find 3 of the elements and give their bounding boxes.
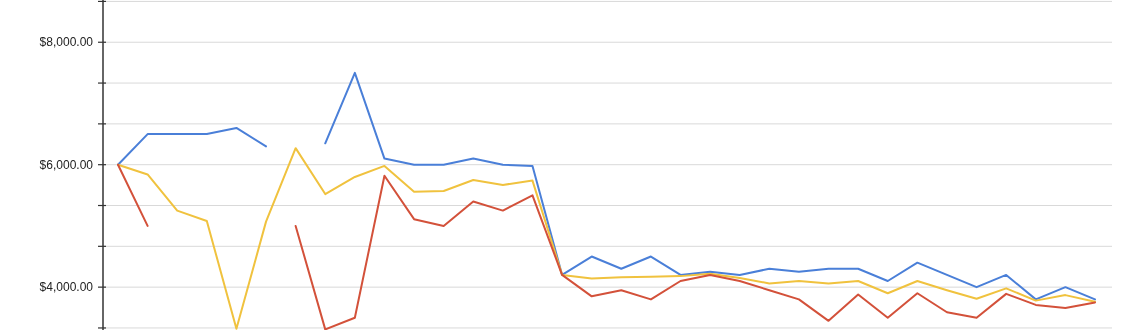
y-tick-label: $4,000.00 <box>39 280 94 295</box>
y-tick-label: $6,000.00 <box>39 157 94 172</box>
y-tick-label: $8,000.00 <box>39 35 94 50</box>
